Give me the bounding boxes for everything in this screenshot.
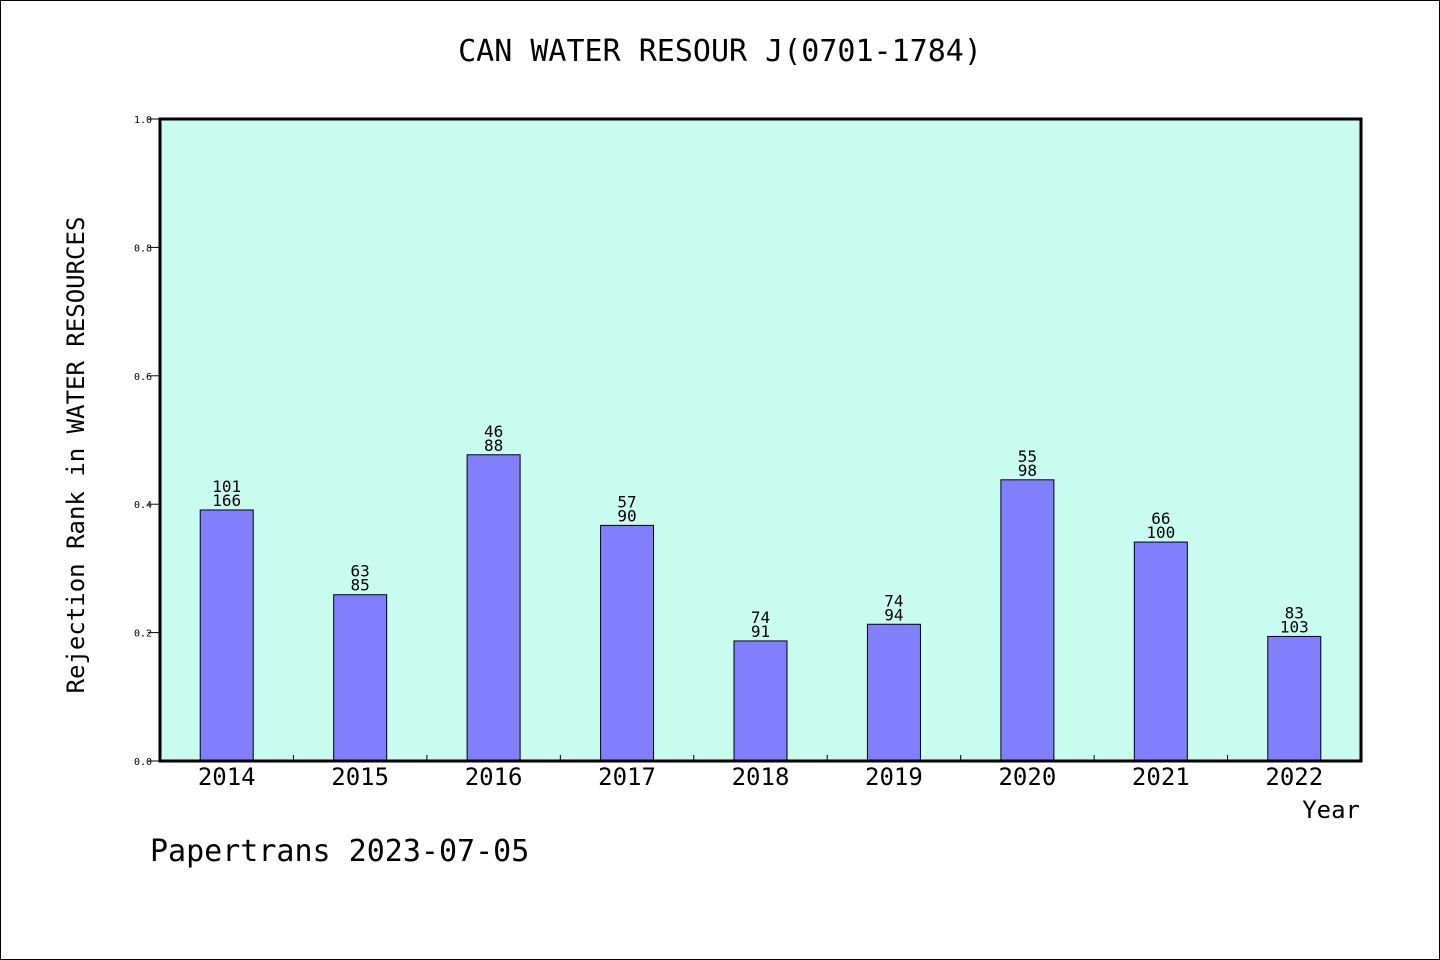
x-tick-label-2018: 2018 xyxy=(732,763,790,791)
bar-2022 xyxy=(1267,635,1322,762)
bar-label-bottom-2018: 91 xyxy=(751,622,770,641)
bar-label-top-2016: 46 xyxy=(484,422,503,441)
bar-label-top-2014: 101 xyxy=(212,477,241,496)
y-tick-label-0.6: 0.6 xyxy=(134,372,152,383)
x-tick-label-2014: 2014 xyxy=(198,763,256,791)
x-ticks-group: 2014 2015 2016 2017 2018 2019 2020 2021 2022 xyxy=(198,755,1323,791)
chart-title: CAN WATER RESOUR J(0701-1784) xyxy=(458,34,982,69)
bar-label-top-2021: 66 xyxy=(1151,509,1170,528)
y-tick-label-0.4: 0.4 xyxy=(134,500,152,511)
bar-2014 xyxy=(199,509,254,762)
x-tick-label-2022: 2022 xyxy=(1265,763,1323,791)
plot-border xyxy=(158,117,1363,763)
bar-label-top-2020: 55 xyxy=(1018,447,1037,466)
x-tick-label-2019: 2019 xyxy=(865,763,923,791)
footer-stamp: Papertrans 2023-07-05 xyxy=(150,834,530,869)
bar-label-bottom-2019: 94 xyxy=(884,605,903,624)
x-tick-label-2020: 2020 xyxy=(998,763,1056,791)
bar-label-bottom-2021: 100 xyxy=(1146,523,1175,542)
y-tick-label-0.2: 0.2 xyxy=(134,629,152,640)
bar-2021 xyxy=(1133,541,1188,762)
y-ticks-group: 0.0 0.2 0.4 0.6 0.8 1.0 xyxy=(134,115,160,768)
bar-label-bottom-2014: 166 xyxy=(212,491,241,510)
bar-2018 xyxy=(733,640,788,762)
x-tick-label-2016: 2016 xyxy=(465,763,523,791)
bar-label-top-2022: 83 xyxy=(1285,603,1304,622)
bar-label-bottom-2015: 85 xyxy=(351,576,370,595)
y-tick-label-0.0: 0.0 xyxy=(134,757,152,768)
bar-2017 xyxy=(600,524,655,762)
bar-label-bottom-2020: 98 xyxy=(1018,461,1037,480)
bar-label-top-2018: 74 xyxy=(751,608,770,627)
bar-label-top-2017: 57 xyxy=(617,492,636,511)
bar-label-bottom-2022: 103 xyxy=(1280,617,1309,636)
bar-2016 xyxy=(466,454,521,762)
x-tick-label-2017: 2017 xyxy=(598,763,656,791)
bar-2015 xyxy=(333,594,388,762)
x-tick-label-2015: 2015 xyxy=(331,763,389,791)
x-tick-label-2021: 2021 xyxy=(1132,763,1190,791)
bar-label-bottom-2017: 90 xyxy=(617,506,636,525)
x-axis-label: Year xyxy=(1302,796,1360,824)
y-tick-label-1.0: 1.0 xyxy=(134,115,152,126)
bar-2019 xyxy=(866,623,921,762)
bar-2020 xyxy=(1000,479,1055,762)
bar-label-top-2019: 74 xyxy=(884,591,903,610)
bar-label-top-2015: 63 xyxy=(351,562,370,581)
bar-label-bottom-2016: 88 xyxy=(484,436,503,455)
y-tick-label-0.8: 0.8 xyxy=(134,243,152,254)
